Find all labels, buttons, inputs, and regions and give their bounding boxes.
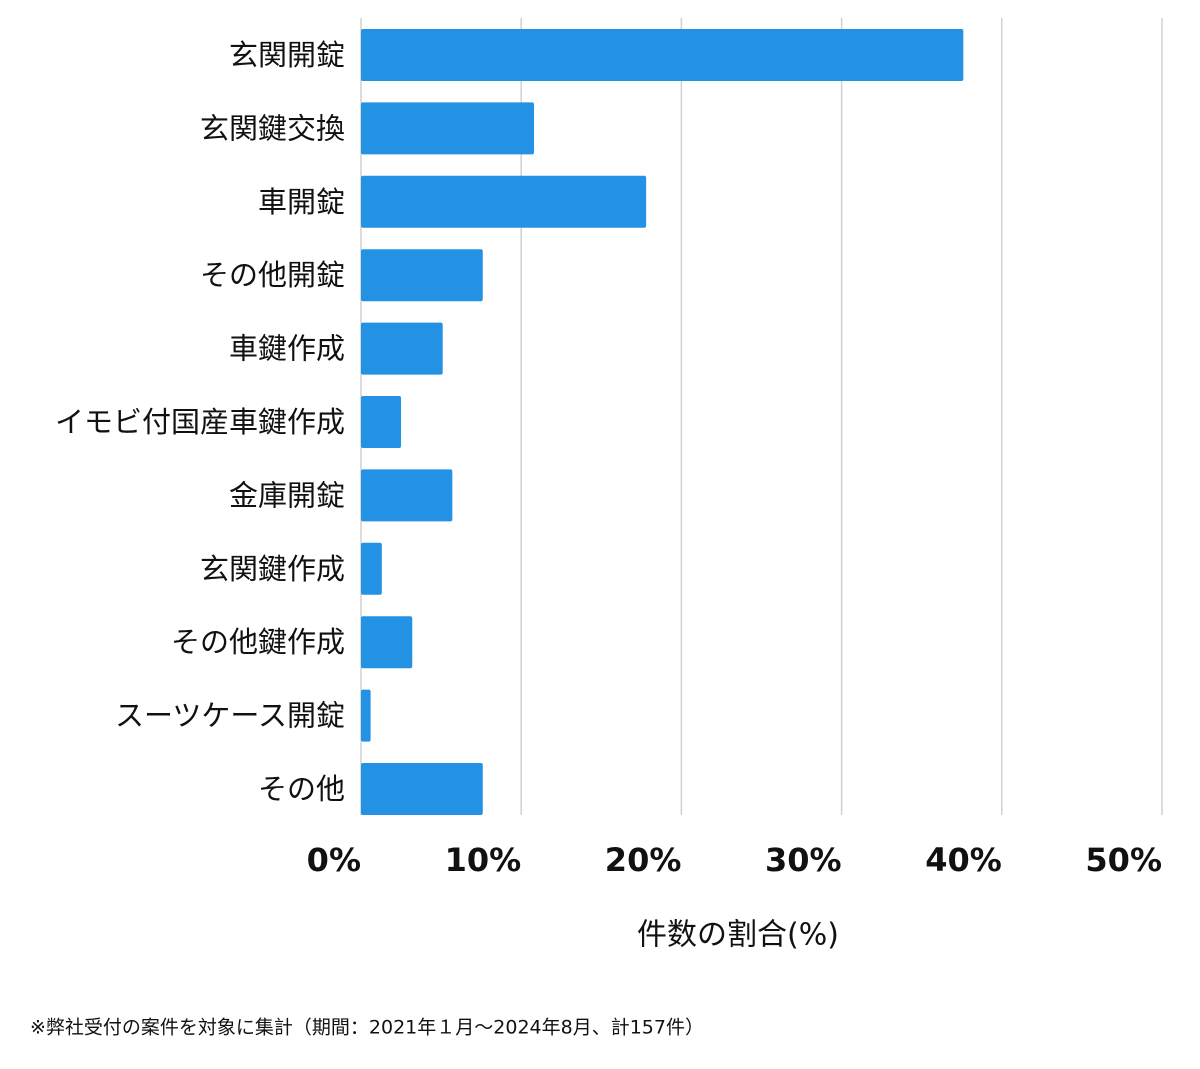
- x-tick-label: 40%: [925, 841, 1002, 879]
- bar: [361, 689, 371, 742]
- footnote: ※弊社受付の案件を対象に集計（期間：2021年１月〜2024年8月、計157件）: [30, 1017, 704, 1039]
- y-tick-label: 金庫開錠: [229, 478, 345, 512]
- x-tick-label: 30%: [765, 841, 842, 879]
- x-tick-label: 20%: [605, 841, 682, 879]
- x-tick-label: 50%: [1085, 841, 1162, 879]
- y-tick-label: その他鍵作成: [171, 625, 345, 659]
- bar: [361, 175, 647, 228]
- bar: [361, 102, 535, 155]
- y-tick-label: 車開錠: [258, 185, 345, 219]
- y-tick-label: その他開錠: [200, 258, 345, 292]
- bar: [361, 322, 443, 375]
- bar: [361, 29, 964, 81]
- bar: [361, 763, 483, 815]
- x-axis-title: 件数の割合(%): [637, 918, 839, 953]
- y-tick-label: 車鍵作成: [229, 332, 345, 366]
- x-tick-label: 10%: [445, 841, 522, 879]
- bar: [361, 249, 483, 302]
- y-tick-label: 玄関鍵交換: [200, 111, 345, 145]
- bar: [361, 469, 453, 522]
- bar: [361, 396, 402, 448]
- y-tick-label: 玄関鍵作成: [200, 552, 345, 586]
- bar: [361, 542, 382, 595]
- y-tick-label: イモビ付国産車鍵作成: [55, 405, 345, 439]
- y-tick-label: 玄関開錠: [229, 38, 345, 72]
- y-tick-label: スーツケース開錠: [115, 699, 345, 733]
- bar: [361, 616, 413, 669]
- y-tick-label: その他: [258, 772, 345, 806]
- x-tick-label: 0%: [307, 841, 361, 879]
